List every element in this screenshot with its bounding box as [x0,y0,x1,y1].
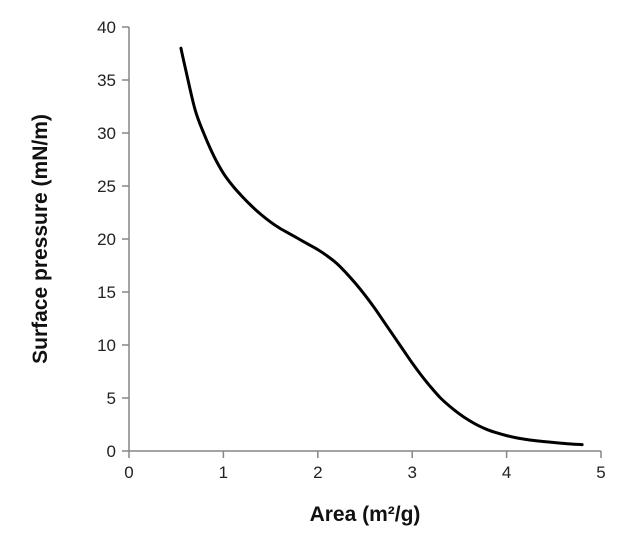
series-line-0 [179,46,584,447]
y-tick-label: 40 [97,18,116,37]
x-tick-label: 1 [219,463,228,482]
chart-axes [128,27,601,452]
series-layer [179,46,584,447]
y-tick-label: 35 [97,71,116,90]
y-tick-label: 5 [107,389,116,408]
y-axis-ticks: 0 5 10 15 20 25 30 35 40 [97,18,129,461]
y-tick-label: 15 [97,283,116,302]
x-tick-label: 2 [313,463,322,482]
y-tick-label: 20 [97,230,116,249]
x-axis-title: Area (m²/g) [310,503,421,526]
y-tick-label: 25 [97,177,116,196]
y-tick-label: 10 [97,336,116,355]
y-tick-label: 0 [107,442,116,461]
y-tick-label: 30 [97,124,116,143]
x-axis-ticks: 0 1 2 3 4 5 [124,451,606,482]
x-tick-label: 5 [596,463,605,482]
x-tick-label: 0 [124,463,133,482]
x-tick-label: 4 [502,463,511,482]
x-tick-label: 3 [407,463,416,482]
y-axis-title: Surface pressure (mN/m) [29,114,52,364]
